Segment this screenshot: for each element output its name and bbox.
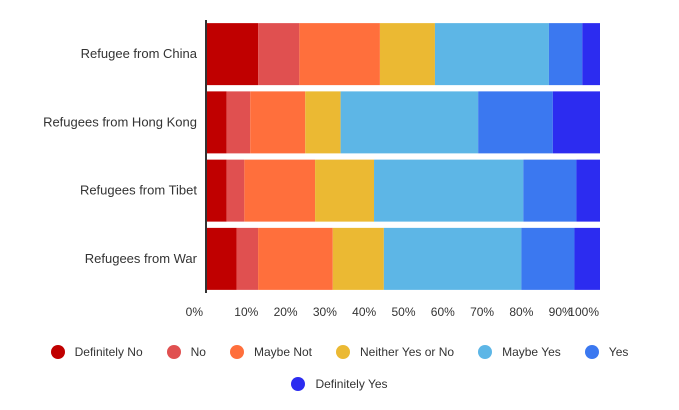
bars-group <box>207 23 600 290</box>
bar-segment <box>258 228 333 290</box>
bar-segment <box>207 228 236 290</box>
x-tick-label: 30% <box>313 305 337 319</box>
x-tick-label: 70% <box>470 305 494 319</box>
legend-swatch <box>336 345 350 359</box>
bar-segment <box>380 23 435 85</box>
x-tick-label: 80% <box>509 305 533 319</box>
legend-label: Neither Yes or No <box>360 345 454 359</box>
legend-item: Yes <box>585 345 629 359</box>
legend-swatch <box>230 345 244 359</box>
legend-swatch <box>478 345 492 359</box>
bar-segment <box>227 91 251 153</box>
bar-segment <box>333 228 384 290</box>
legend-label: Maybe Yes <box>502 345 561 359</box>
bar-segment <box>523 160 576 222</box>
legend-swatch <box>585 345 599 359</box>
x-tick-label: 100% <box>568 305 599 319</box>
bar-segment <box>207 160 227 222</box>
bar-segment <box>341 91 479 153</box>
x-tick-label: 10% <box>234 305 258 319</box>
legend-row-2: Definitely Yes <box>0 368 679 400</box>
category-label: Refugee from China <box>81 46 198 61</box>
bar-segment <box>258 23 299 85</box>
bar-segment <box>299 23 380 85</box>
x-tick-label: 20% <box>274 305 298 319</box>
legend-item: Maybe Yes <box>478 345 561 359</box>
bar-segment <box>521 228 574 290</box>
legend-label: Maybe Not <box>254 345 312 359</box>
bar-segment <box>478 91 553 153</box>
bar-segment <box>244 160 315 222</box>
bar-segment <box>305 91 340 153</box>
legend-swatch <box>167 345 181 359</box>
x-tick-label: 60% <box>431 305 455 319</box>
category-label: Refugees from Hong Kong <box>43 114 197 129</box>
legend-swatch <box>51 345 65 359</box>
legend-item: Neither Yes or No <box>336 345 454 359</box>
legend-label: No <box>191 345 206 359</box>
bar-segment <box>227 160 245 222</box>
bar-segment <box>549 23 582 85</box>
category-labels: Refugee from China Refugees from Hong Kon… <box>43 46 198 266</box>
bar-segment <box>315 160 374 222</box>
bar-segment <box>574 228 600 290</box>
legend-item: Maybe Not <box>230 345 312 359</box>
x-tick-label: 50% <box>391 305 415 319</box>
stacked-bar-chart: Refugee from China Refugees from Hong Kon… <box>0 0 679 330</box>
x-tick-labels: 0% 10% 20% 30% 40% 50% 60% 70% 80% 90%100% <box>186 305 600 319</box>
legend-label: Definitely No <box>75 345 143 359</box>
category-label: Refugees from Tibet <box>80 183 197 198</box>
x-tick-label: 0% <box>186 305 204 319</box>
bar-segment <box>207 91 227 153</box>
category-label: Refugees from War <box>85 251 198 266</box>
bar-segment <box>236 228 258 290</box>
x-tick-label: 40% <box>352 305 376 319</box>
bar-segment <box>384 228 522 290</box>
bar-segment <box>374 160 523 222</box>
bar-segment <box>207 23 258 85</box>
legend-item: Definitely Yes <box>291 377 387 391</box>
legend-row-1: Definitely No No Maybe Not Neither Yes or N… <box>0 336 679 368</box>
legend-item: Definitely No <box>51 345 143 359</box>
legend-label: Definitely Yes <box>315 377 387 391</box>
bar-segment <box>250 91 305 153</box>
legend-swatch <box>291 377 305 391</box>
legend-item: No <box>167 345 206 359</box>
bar-segment <box>553 91 600 153</box>
bar-segment <box>435 23 549 85</box>
bar-segment <box>576 160 600 222</box>
legend: Definitely No No Maybe Not Neither Yes or N… <box>0 336 679 406</box>
bar-segment <box>582 23 600 85</box>
legend-label: Yes <box>609 345 629 359</box>
